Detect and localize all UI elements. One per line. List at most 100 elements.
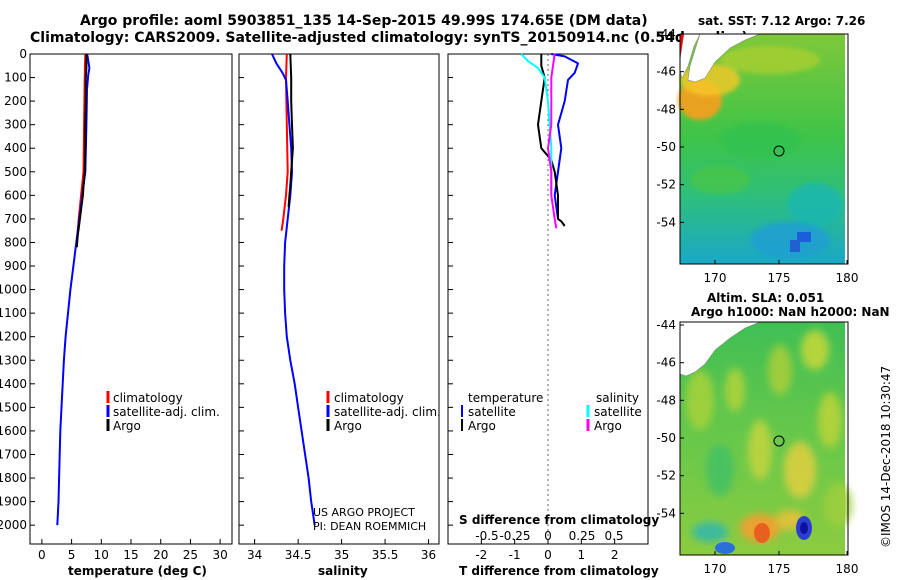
temperature-xlabel: temperature (deg C)	[68, 564, 207, 578]
x-tick-label: 0	[544, 548, 552, 562]
salinity-axes-box	[238, 53, 440, 545]
sla-high-eddy	[754, 523, 770, 543]
x-tick-label: 10	[94, 548, 109, 562]
difference-x-axis: -2 -1 0 1 2	[475, 539, 618, 562]
depth-tick-label: 1500	[0, 400, 27, 414]
legend-label-satellite: satellite-adj. clim.	[113, 405, 220, 419]
legend-label-s-satellite: satellite	[594, 405, 642, 419]
depth-tick-label: 300	[4, 118, 27, 132]
header-line1: Argo profile: aoml 5903851_135 14-Sep-20…	[80, 13, 648, 29]
difference-panel: -2 -1 0 1 2 -0.5 -0.25 0 0.25 0.5 temperature sa…	[447, 53, 659, 578]
sst-cold-patch	[797, 232, 811, 242]
depth-tick-label: 700	[4, 212, 27, 226]
sla-map: Altim. SLA: 0.051 Argo h1000: NaN h2000:…	[656, 291, 889, 576]
salinity-xlabel: salinity	[318, 564, 368, 578]
x-tick-label: 35.5	[372, 548, 399, 562]
temperature-panel: 0100200300400500600700800900100011001200…	[0, 47, 233, 578]
depth-tick-label: 1300	[0, 353, 27, 367]
x-tick-label: 1	[578, 548, 586, 562]
lat-tick-label: -48	[656, 393, 676, 407]
credit-pi: PI: DEAN ROEMMICH	[313, 520, 426, 533]
sst-map-border	[679, 33, 849, 265]
depth-tick-label: 1100	[0, 306, 27, 320]
temperature-x-axis: 0 5 10 15 20 25 30	[38, 539, 228, 562]
series-satellite-adj-clim-	[271, 53, 316, 526]
x-tick-label: 2	[611, 548, 619, 562]
salinity-y-ticks	[239, 53, 244, 526]
lat-tick-label: -46	[656, 65, 676, 79]
depth-tick-label: 1400	[0, 377, 27, 391]
depth-tick-label: 1200	[0, 330, 27, 344]
lon-tick-label: 170	[704, 271, 727, 285]
legend-label-s-argo: Argo	[594, 419, 622, 433]
legend-label-argo: Argo	[334, 419, 362, 433]
depth-tick-label: 200	[4, 94, 27, 108]
sla-map-title1: Altim. SLA: 0.051	[707, 291, 824, 305]
sla-lat-axis: -44 -46 -48 -50 -52 -54	[656, 318, 684, 520]
x-tick-label: 30	[212, 548, 227, 562]
credit-project: US ARGO PROJECT	[313, 506, 415, 519]
salinity-panel: 34 34.5 35 35.5 36 climatology satellite-adj…	[238, 53, 441, 578]
legend-label-t-argo: Argo	[468, 419, 496, 433]
legend-label-climatology: climatology	[113, 391, 183, 405]
difference-xlabel: T difference from climatology	[459, 564, 659, 578]
sla-lon-axis: 170 175 180	[704, 551, 859, 576]
lat-tick-label: -54	[656, 506, 676, 520]
sst-map: sat. SST: 7.12 Argo: 7.26 -44 -46 -48 -50 -5…	[656, 14, 865, 285]
depth-tick-label: 1900	[0, 495, 27, 509]
x-tick-label: -1	[509, 548, 521, 562]
depth-tick-label: 100	[4, 71, 27, 85]
legend-label-climatology: climatology	[334, 391, 404, 405]
depth-tick-label: 2000	[0, 518, 27, 532]
s-difference-title: S difference from climatology	[459, 513, 659, 527]
legend-label-argo: Argo	[113, 419, 141, 433]
series-satellite-adj-clim-	[56, 53, 91, 526]
lon-tick-label: 175	[768, 562, 791, 576]
s-tick-label: -0.5	[475, 529, 498, 543]
depth-tick-label: 500	[4, 165, 27, 179]
depth-tick-label: 900	[4, 259, 27, 273]
difference-y-ticks	[448, 53, 453, 526]
difference-series	[520, 53, 579, 229]
x-tick-label: 0	[38, 548, 46, 562]
lon-tick-label: 180	[836, 562, 859, 576]
series-argo	[287, 53, 294, 208]
lat-tick-label: -50	[656, 431, 676, 445]
salinity-legend: climatology satellite-adj. clim. Argo	[326, 391, 441, 433]
depth-tick-label: 800	[4, 235, 27, 249]
legend-label-satellite: satellite-adj. clim.	[334, 405, 441, 419]
legend-header-salinity: salinity	[596, 391, 639, 405]
x-tick-label: 34	[247, 548, 262, 562]
sst-lon-axis: 170 175 180	[704, 260, 859, 285]
depth-tick-label: 1000	[0, 283, 27, 297]
land-mass	[687, 33, 761, 83]
temperature-series	[56, 53, 91, 526]
s-tick-label: 0.25	[569, 529, 596, 543]
legend-label-t-satellite: satellite	[468, 405, 516, 419]
sst-lat-axis: -44 -46 -48 -50 -52 -54	[656, 27, 684, 229]
x-tick-label: 35	[334, 548, 349, 562]
s-tick-label: 0	[544, 529, 552, 543]
x-tick-label: 5	[68, 548, 76, 562]
lon-tick-label: 170	[704, 562, 727, 576]
lat-tick-label: -44	[656, 27, 676, 41]
x-tick-label: 34.5	[285, 548, 312, 562]
depth-tick-label: 1600	[0, 424, 27, 438]
sst-map-title: sat. SST: 7.12 Argo: 7.26	[698, 14, 865, 28]
difference-legend: temperature salinity satellite Argo sate…	[461, 391, 642, 433]
argo-position-marker	[773, 435, 785, 447]
salinity-x-axis: 34 34.5 35 35.5 36	[247, 539, 436, 562]
series-climatology	[280, 53, 289, 231]
legend-header-temperature: temperature	[468, 391, 543, 405]
salinity-series	[271, 53, 316, 526]
x-tick-label: -2	[475, 548, 487, 562]
sla-low-eddy-core	[800, 522, 808, 534]
sla-low-patch	[715, 542, 735, 554]
depth-axis: 0 100 200 300 400 500 600 700 800 900 1000 1100 1200…	[0, 47, 35, 532]
lat-tick-label: -52	[656, 178, 676, 192]
timestamp-credit: ©IMOS 14-Dec-2018 10:30:47	[879, 366, 893, 548]
temperature-axes-box	[29, 53, 233, 545]
lon-tick-label: 180	[836, 271, 859, 285]
depth-tick-label: 600	[4, 188, 27, 202]
